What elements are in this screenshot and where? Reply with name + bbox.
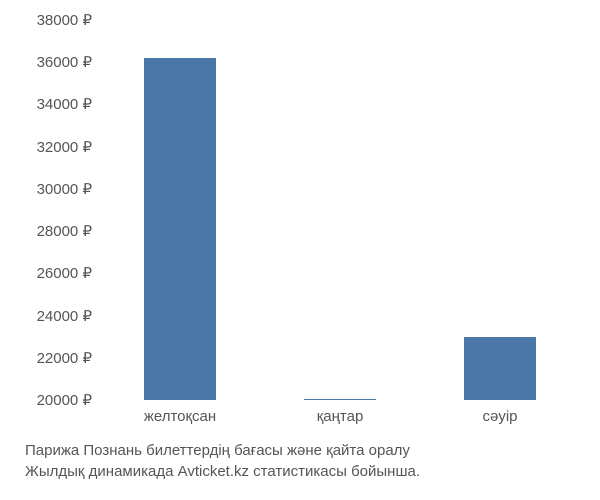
x-tick-label: қаңтар [317, 408, 364, 425]
bar [464, 337, 536, 400]
y-tick-label: 30000 ₽ [12, 180, 92, 198]
y-tick-label: 26000 ₽ [12, 264, 92, 282]
y-tick-label: 24000 ₽ [12, 307, 92, 325]
x-tick-label: желтоқсан [144, 408, 216, 425]
y-tick-label: 28000 ₽ [12, 222, 92, 240]
chart-caption: Парижа Познань билеттердің бағасы және қ… [25, 440, 420, 482]
y-tick-label: 20000 ₽ [12, 391, 92, 409]
y-tick-label: 36000 ₽ [12, 53, 92, 71]
bar [144, 58, 216, 400]
y-tick-label: 32000 ₽ [12, 138, 92, 156]
y-tick-label: 22000 ₽ [12, 349, 92, 367]
y-tick-label: 38000 ₽ [12, 11, 92, 29]
price-chart: Парижа Познань билеттердің бағасы және қ… [0, 0, 600, 500]
x-tick-label: сәуір [482, 408, 517, 425]
y-tick-label: 34000 ₽ [12, 95, 92, 113]
plot-area [100, 20, 580, 400]
bar [304, 399, 376, 400]
